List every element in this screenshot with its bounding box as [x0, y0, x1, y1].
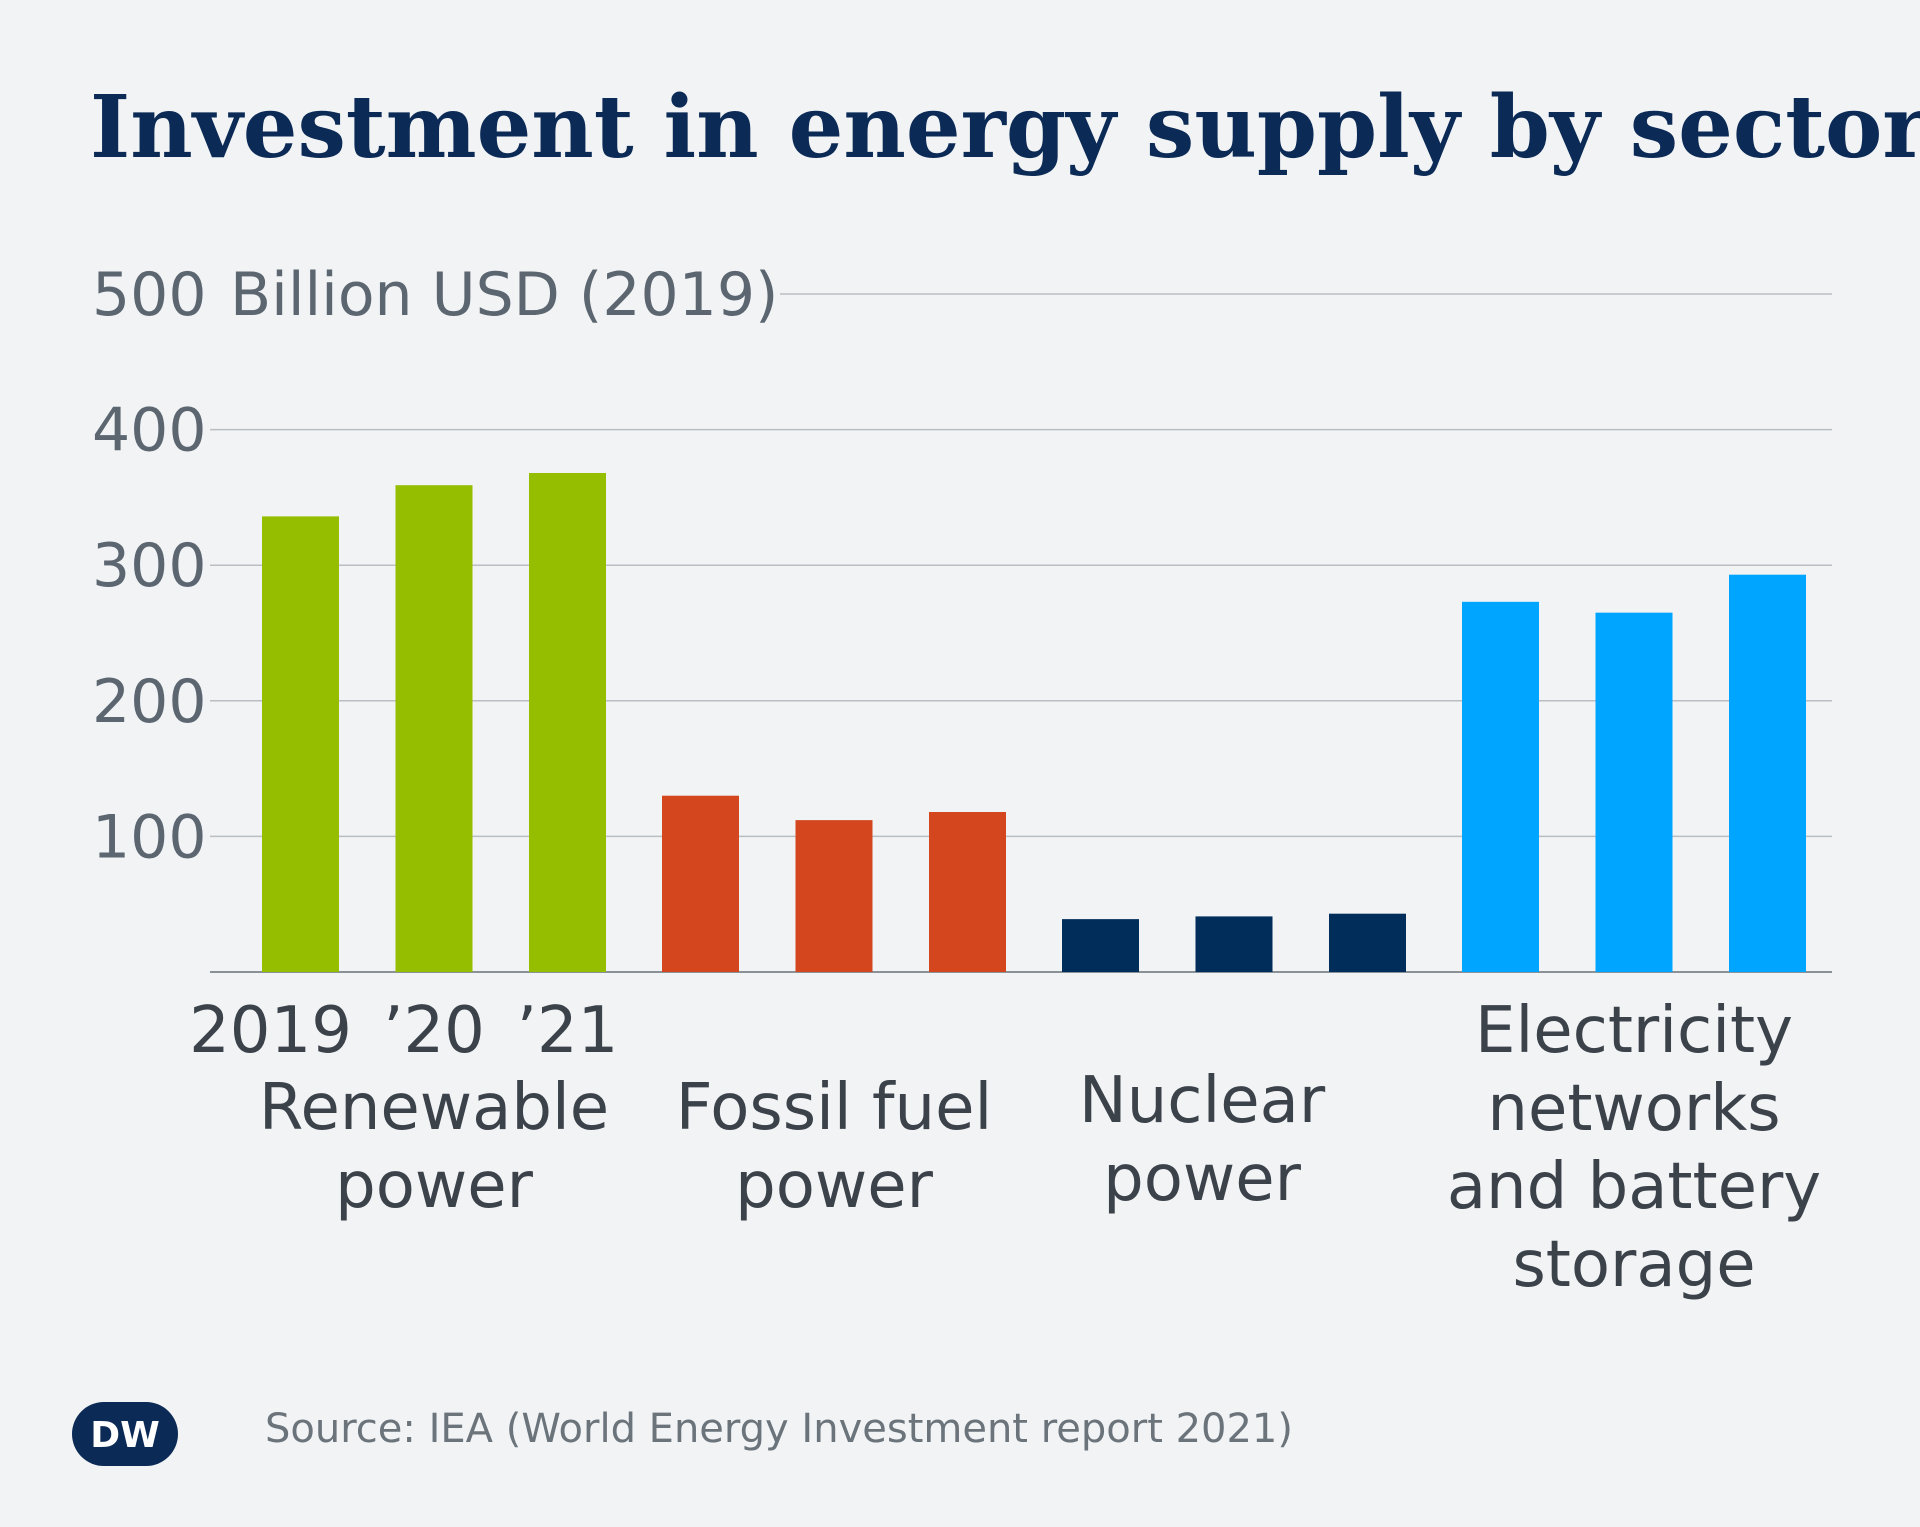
category-label-2-line-0: Nuclear [1079, 1064, 1326, 1138]
bar-1-2 [929, 811, 1006, 972]
y-tick-label-300: 300 [92, 531, 207, 601]
logo-background [72, 1402, 178, 1466]
bar-0-1 [395, 485, 473, 972]
category-label-1-line-1: power [735, 1149, 934, 1223]
bar-0-2 [529, 472, 606, 972]
grid: 100 200 300 400 500 Billion USD (2019) [92, 260, 1832, 973]
category-label-1-line-0: Fossil fuel [676, 1071, 993, 1145]
bar-3-1 [1595, 612, 1673, 972]
bar-0-0 [262, 516, 339, 972]
y-tick-label-400: 400 [92, 396, 207, 466]
bar-3-0 [1462, 601, 1539, 972]
bar-2-2 [1329, 913, 1406, 972]
logo-text: DW [90, 1415, 160, 1456]
category-label-3-line-3: storage [1512, 1228, 1755, 1302]
y-axis-label: Billion USD (2019) [230, 260, 778, 330]
category-label-3-line-2: and battery [1447, 1150, 1821, 1224]
bar-1-0 [662, 795, 739, 972]
category-label-3-line-1: networks [1487, 1072, 1780, 1146]
category-label-2-line-1: power [1103, 1142, 1302, 1216]
bar-2-1 [1195, 916, 1273, 972]
y-tick-label-500: 500 [92, 260, 207, 330]
bar-1-1 [795, 820, 873, 972]
y-tick-label-100: 100 [92, 802, 207, 872]
category-label-3-line-0: Electricity [1475, 994, 1793, 1068]
chart-title: Investment in energy supply by sector [90, 77, 1920, 178]
category-label-0-line-0: Renewable [259, 1071, 609, 1145]
bars [262, 472, 1806, 972]
year-label-0: 2019 [189, 994, 352, 1068]
year-label-1: ’20 [383, 994, 485, 1068]
y-tick-label-200: 200 [92, 667, 207, 737]
bar-2-0 [1062, 919, 1139, 972]
bar-3-2 [1729, 574, 1806, 972]
source-note: Source: IEA (World Energy Investment rep… [265, 1406, 1293, 1452]
category-label-0-line-1: power [335, 1149, 534, 1223]
year-label-2: ’21 [517, 994, 619, 1068]
dw-logo: DW [72, 1402, 178, 1466]
